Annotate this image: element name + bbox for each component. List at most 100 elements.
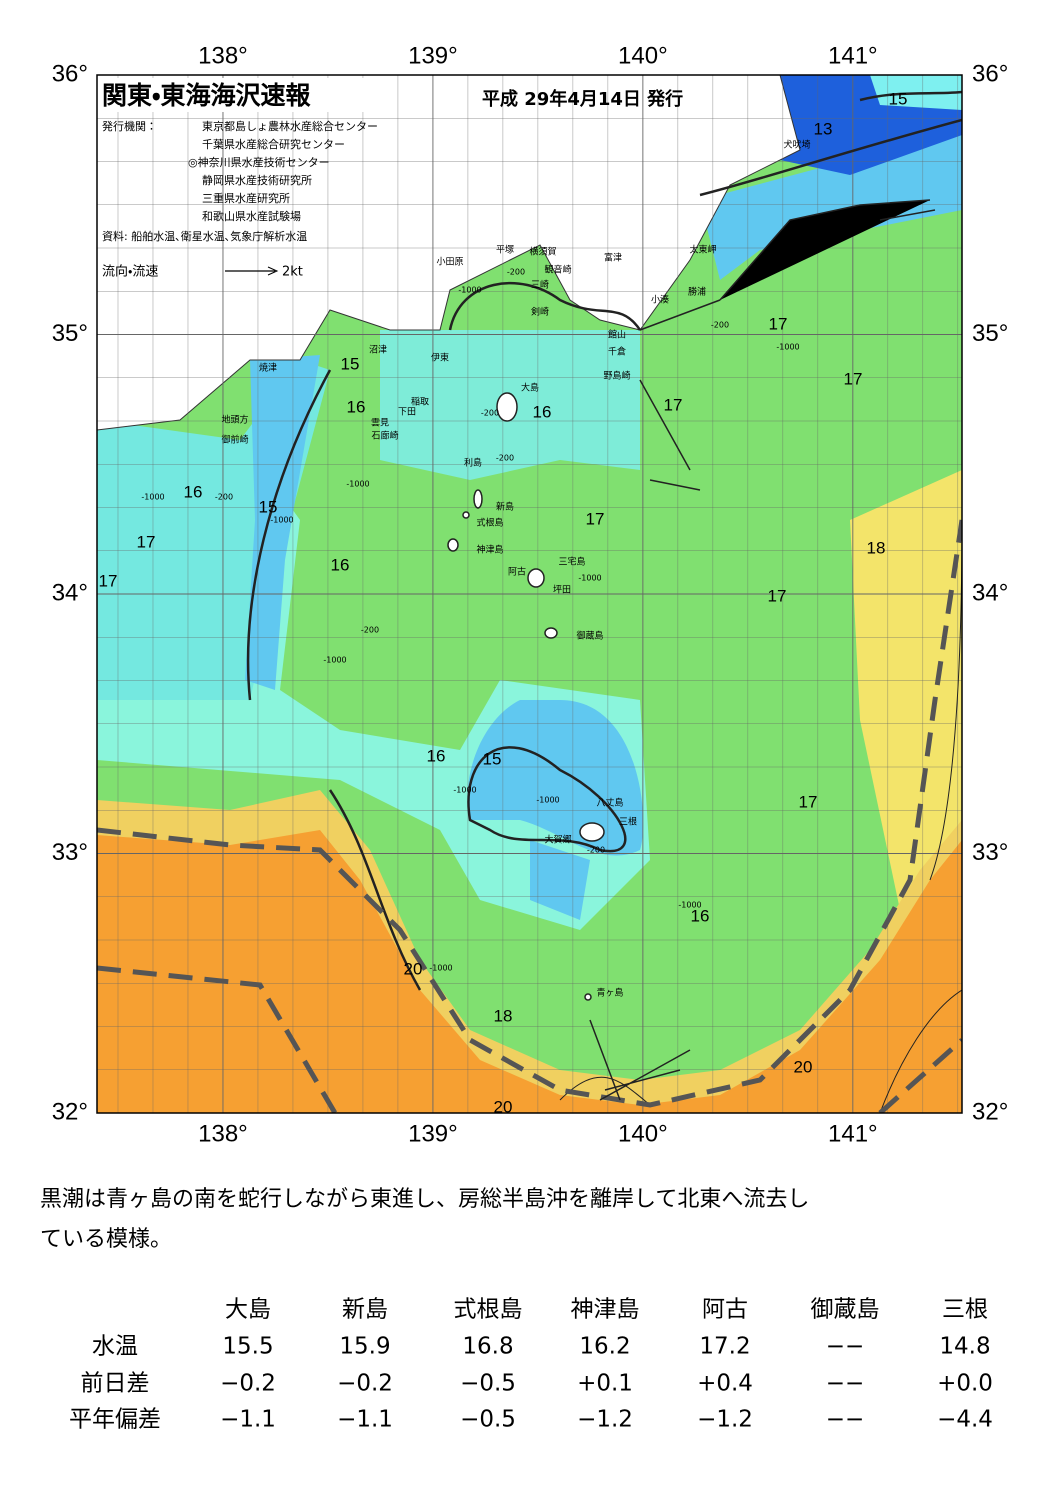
depth-label: -200 (496, 454, 514, 463)
place-name: 野島崎 (603, 370, 630, 382)
agency: 東京都島しょ農林水産総合センター (202, 119, 378, 133)
cell: 15.5 (222, 1334, 273, 1360)
place-name: 小田原 (436, 257, 463, 268)
isotherm-label: 16 (691, 906, 710, 925)
place-name: 利島 (464, 457, 482, 469)
cell: 16.8 (462, 1334, 513, 1360)
depth-label: -1000 (323, 656, 346, 665)
isotherm-label: 17 (799, 792, 818, 811)
cell: −− (826, 1334, 865, 1360)
header: 関東・東海海沢速報 平成 29年4月14日 発行 発行機関： 資料: 船舶水温､… (99, 78, 683, 280)
lat-label-right: 35° (972, 320, 1008, 347)
depth-label: -1000 (678, 901, 701, 910)
lat-label-left: 32° (52, 1098, 88, 1125)
depth-label: -200 (587, 846, 605, 855)
column-header: 三根 (942, 1297, 988, 1323)
lat-label-right: 33° (972, 839, 1008, 866)
depth-label: -1000 (141, 493, 164, 502)
legend-arrowhead (267, 266, 279, 276)
agency: 静岡県水産技術研究所 (202, 173, 312, 187)
isotherm-label: 20 (494, 1097, 513, 1116)
isotherm-label: 15 (483, 749, 502, 768)
cell: 14.8 (939, 1334, 990, 1360)
depth-label: -1000 (429, 964, 452, 973)
cell: 17.2 (699, 1334, 750, 1360)
place-name: 三根 (619, 816, 637, 828)
isotherm-label: 17 (768, 586, 787, 605)
cell: −1.1 (337, 1407, 393, 1433)
isotherm-label: 15 (889, 89, 908, 108)
place-name: 横須賀 (529, 246, 556, 258)
agencies-label: 発行機関： (102, 119, 157, 133)
place-name: 阿古 (508, 566, 526, 578)
lat-label-left: 34° (52, 579, 88, 606)
depth-label: -200 (711, 321, 729, 330)
lat-label-right: 36° (972, 60, 1008, 87)
depth-label: -200 (507, 268, 525, 277)
isotherm-label: 17 (99, 571, 118, 590)
map-frame (96, 74, 963, 1114)
ne-cold (700, 130, 962, 280)
place-name: 御蔵島 (576, 630, 603, 642)
cell: −0.2 (220, 1371, 276, 1397)
title: 関東・東海海沢速報 (102, 81, 312, 110)
place-name: 沼津 (369, 345, 387, 356)
place-name: 地頭方 (221, 414, 248, 426)
kuroshio-water (97, 830, 962, 1113)
place-name: 坪田 (553, 585, 571, 596)
agency: 千葉県水産総合研究センター (202, 137, 345, 151)
depth-label: -1000 (536, 796, 559, 805)
place-name: 平塚 (496, 245, 514, 256)
legend-scale: 2kt (282, 265, 303, 280)
lon-label-bottom: 141° (828, 1120, 878, 1147)
isotherm-label: 17 (586, 509, 605, 528)
cell: 15.9 (339, 1334, 390, 1360)
lon-label-top: 140° (618, 42, 668, 69)
place-name: 大賀郷 (544, 834, 571, 846)
depth-label: -1000 (458, 286, 481, 295)
depth-label: -1000 (346, 480, 369, 489)
place-name: 下田 (398, 407, 416, 418)
isotherms (246, 90, 962, 1113)
row-label: 水温 (92, 1334, 138, 1360)
lat-label-left: 33° (52, 839, 88, 866)
place-name: 青ヶ島 (596, 987, 623, 999)
lon-label-bottom: 140° (618, 1120, 668, 1147)
cold-band (245, 355, 320, 690)
depth-label: -1000 (578, 574, 601, 583)
legend-label: 流向・流速 (102, 264, 158, 280)
cold-eddy (467, 700, 644, 856)
isotherm-label: 16 (184, 482, 203, 501)
place-name: 大島 (521, 382, 539, 394)
place-name: 観音崎 (544, 264, 571, 276)
lat-label-right: 32° (972, 1098, 1008, 1125)
column-header: 式根島 (454, 1297, 523, 1323)
isotherm-label: 20 (794, 1057, 813, 1076)
warm-east (850, 470, 962, 910)
place-name: 御前崎 (221, 434, 248, 446)
islands (447, 392, 605, 1001)
place-name: 犬吠埼 (783, 139, 810, 151)
cell: −− (826, 1407, 865, 1433)
isotherm-label: 16 (331, 555, 350, 574)
place-name: 千倉 (608, 347, 626, 358)
lon-label-top: 138° (198, 42, 248, 69)
column-header: 阿古 (702, 1297, 748, 1323)
place-name: 石廊崎 (371, 430, 398, 442)
isotherm-label: 17 (844, 369, 863, 388)
cell: −4.4 (937, 1407, 993, 1433)
cell: −0.5 (460, 1407, 516, 1433)
cell: −0.2 (337, 1371, 393, 1397)
current-vectors (589, 199, 936, 1101)
column-header: 新島 (342, 1297, 388, 1323)
graticule (97, 75, 962, 1113)
place-name: 勝浦 (688, 286, 706, 298)
depth-label: -200 (481, 409, 499, 418)
isotherm-label: 15 (341, 354, 360, 373)
cell: −1.2 (697, 1407, 753, 1433)
depth-label: -200 (361, 626, 379, 635)
place-name: 八丈島 (596, 797, 623, 809)
place-name: 剣崎 (531, 306, 549, 318)
